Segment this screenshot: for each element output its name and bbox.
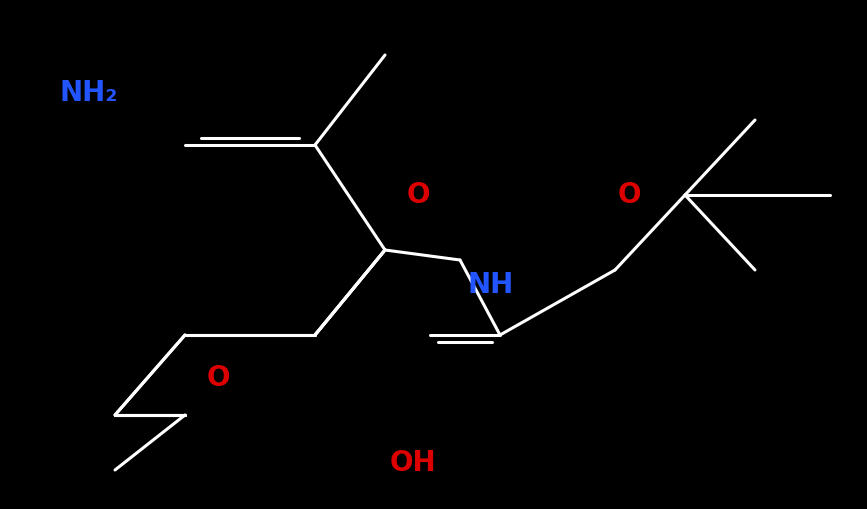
Text: O: O (407, 181, 430, 209)
Text: O: O (618, 181, 642, 209)
Text: NH₂: NH₂ (60, 79, 119, 107)
Text: NH: NH (468, 271, 514, 299)
Text: O: O (206, 364, 230, 392)
Text: OH: OH (390, 449, 437, 477)
